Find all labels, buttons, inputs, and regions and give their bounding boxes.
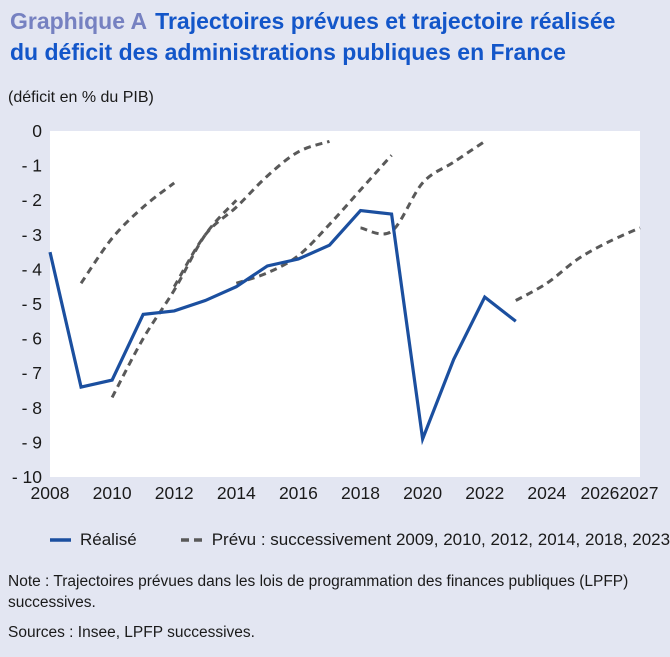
x-axis-tick: 2027 xyxy=(620,483,659,503)
y-axis-tick: - 3 xyxy=(22,225,42,245)
legend-item-realise: Réalisé xyxy=(50,530,137,550)
graphique-label: Graphique A xyxy=(10,8,148,34)
prevu-line-2018 xyxy=(360,140,486,236)
legend-prevu-label: Prévu : successivement 2009, 2010, 2012,… xyxy=(211,530,670,549)
chart-legend: Réalisé Prévu : successivement 2009, 201… xyxy=(0,530,670,550)
x-axis-tick: 2020 xyxy=(403,483,442,503)
y-axis-tick: - 1 xyxy=(22,156,42,176)
legend-item-prevu: Prévu : successivement 2009, 2010, 2012,… xyxy=(180,530,670,550)
prevu-line-2010 xyxy=(110,199,238,399)
y-axis-tick: - 7 xyxy=(22,363,42,383)
x-axis-tick: 2014 xyxy=(217,483,256,503)
realise-line xyxy=(48,208,517,446)
chart-sources: Sources : Insee, LPFP successives. xyxy=(8,624,255,641)
y-axis-tick: - 5 xyxy=(22,294,42,314)
x-axis-tick: 2018 xyxy=(341,483,380,503)
x-axis-tick: 2022 xyxy=(465,483,504,503)
chart-header: Graphique A Trajectoires prévues et traje… xyxy=(10,6,662,68)
page-title-line1: Trajectoires prévues et trajectoire réal… xyxy=(155,8,616,34)
x-axis-tick: 2012 xyxy=(155,483,194,503)
y-axis-tick: - 6 xyxy=(22,329,42,349)
page-title-line2: du déficit des administrations publiques… xyxy=(10,39,566,65)
x-axis-tick: 2010 xyxy=(93,483,132,503)
prevu-line-2014 xyxy=(235,154,393,285)
y-axis-tick: - 2 xyxy=(22,190,42,210)
y-axis-tick: - 4 xyxy=(22,259,43,279)
prevu-dashed-swatch-icon xyxy=(180,538,203,542)
y-axis-tick: 0 xyxy=(32,121,42,141)
prevu-line-2009 xyxy=(79,181,176,285)
y-axis-tick: - 9 xyxy=(22,432,42,452)
chart-note: Note : Trajectoires prévues dans les loi… xyxy=(8,573,629,611)
x-axis-tick: 2024 xyxy=(527,483,566,503)
prevu-line-2012 xyxy=(172,139,330,288)
plot-area xyxy=(50,131,640,477)
realise-line-swatch-icon xyxy=(50,538,71,542)
prevu-line-2023 xyxy=(515,226,641,302)
x-axis-tick: 2008 xyxy=(31,483,70,503)
chart-subtitle: (déficit en % du PIB) xyxy=(8,89,154,106)
x-axis-tick: 2026 xyxy=(580,483,619,503)
legend-realise-label: Réalisé xyxy=(80,530,137,549)
y-axis-tick: - 10 xyxy=(12,467,42,487)
x-axis-tick: 2016 xyxy=(279,483,318,503)
y-axis-tick: - 8 xyxy=(22,398,42,418)
